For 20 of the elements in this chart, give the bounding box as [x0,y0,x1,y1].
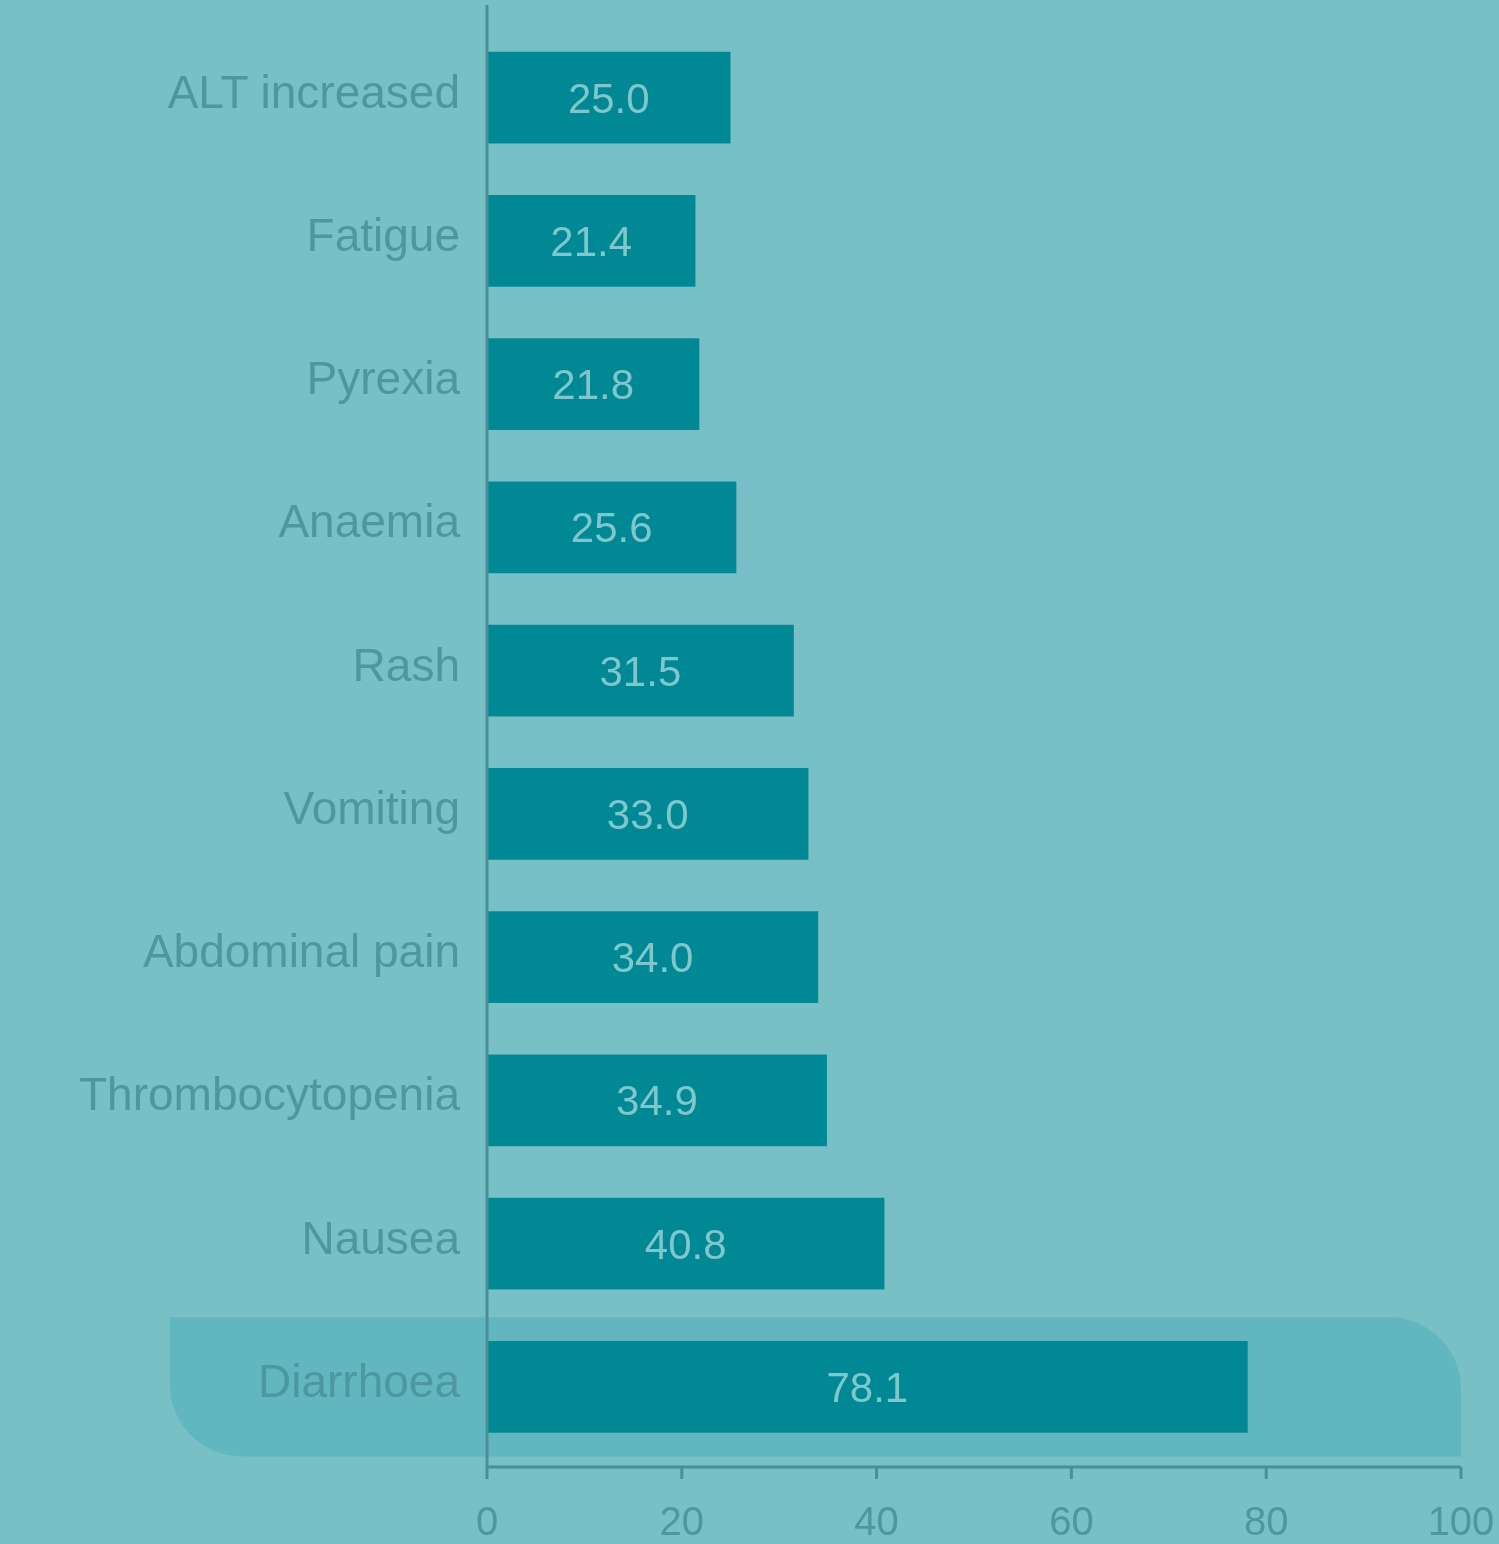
data-label: 21.4 [550,217,633,265]
bar [487,481,737,574]
bar [487,195,696,287]
data-label: 25.0 [567,74,650,122]
bar [487,338,700,430]
data-label: 21.8 [552,361,635,409]
bar [487,768,809,860]
bar [487,624,794,717]
data-label: 25.6 [570,504,653,552]
bar [487,1054,827,1147]
data-label: 31.5 [599,647,682,695]
bar [487,1197,885,1290]
data-label: 34.9 [616,1077,698,1125]
bar [487,911,819,1003]
data-label: 40.8 [644,1220,727,1268]
data-label: 78.1 [826,1363,909,1411]
bar [487,51,731,144]
bar [487,1341,1248,1433]
data-label: 33.0 [606,790,689,838]
data-label: 34.0 [611,934,694,982]
